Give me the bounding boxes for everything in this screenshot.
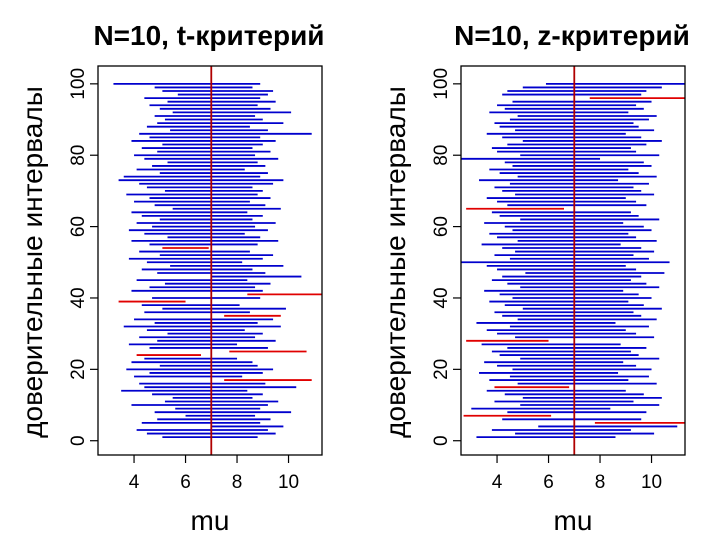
- plot-frame: [97, 65, 323, 456]
- y-axis-label: доверительные интервалы: [380, 86, 411, 438]
- y-tick-label: 100: [431, 68, 452, 100]
- x-tick-label: 4: [492, 472, 503, 493]
- y-tick-label: 40: [68, 287, 89, 308]
- y-tick-label: 100: [68, 68, 89, 100]
- plot-area: [461, 66, 685, 455]
- t-test-panel: N=10, t-критерий mu доверительные интерв…: [17, 20, 325, 536]
- z-test-panel: N=10, z-критерий mu доверительные интерв…: [380, 20, 690, 536]
- x-tick-label: 10: [641, 472, 662, 493]
- y-tick-label: 20: [68, 359, 89, 380]
- y-tick-label: 0: [431, 435, 452, 446]
- x-axis-label: mu: [554, 505, 593, 536]
- x-tick-label: 8: [595, 472, 606, 493]
- y-tick-label: 60: [431, 216, 452, 237]
- plot-frame: [460, 65, 686, 456]
- y-tick-label: 40: [431, 287, 452, 308]
- x-axis-label: mu: [191, 505, 230, 536]
- x-tick-label: 8: [232, 472, 243, 493]
- chart-title: N=10, z-критерий: [454, 20, 690, 51]
- y-tick-label: 80: [431, 145, 452, 166]
- y-axis-label: доверительные интервалы: [17, 86, 48, 438]
- x-tick-label: 6: [543, 472, 554, 493]
- x-tick-label: 10: [278, 472, 299, 493]
- y-tick-label: 60: [68, 216, 89, 237]
- y-tick-label: 20: [431, 359, 452, 380]
- y-tick-label: 80: [68, 145, 89, 166]
- chart-title: N=10, t-критерий: [93, 20, 324, 51]
- y-tick-label: 0: [68, 435, 89, 446]
- plot-area: [113, 66, 322, 455]
- x-tick-label: 4: [129, 472, 140, 493]
- x-tick-label: 6: [180, 472, 191, 493]
